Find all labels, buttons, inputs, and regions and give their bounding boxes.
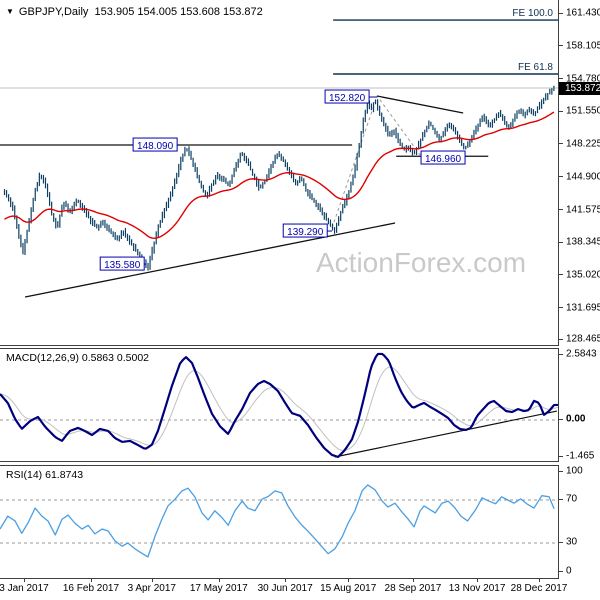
time-axis-label: 17 May 2017 <box>189 583 248 594</box>
axis-tick <box>559 143 563 145</box>
axis-tick <box>559 498 563 500</box>
time-axis-label: 28 Sep 2017 <box>384 583 442 594</box>
time-axis-tick <box>23 579 25 582</box>
axis-label: 138.345 <box>566 236 600 248</box>
time-axis-label: 16 Feb 2017 <box>62 583 120 594</box>
axis-label: 141.575 <box>566 204 600 216</box>
axis-label: 135.020 <box>566 269 600 281</box>
axis-tick <box>559 470 563 472</box>
macd-trendline <box>334 410 558 458</box>
axis-label: -1.465 <box>566 450 595 462</box>
time-axis-tick <box>477 579 479 582</box>
time-axis-label: 3 Jan 2017 <box>0 583 49 594</box>
axis-label: 128.465 <box>566 333 600 345</box>
axis-label: 0 <box>566 565 572 577</box>
level-label: 146.960 <box>425 154 462 165</box>
axis-label: 100 <box>566 465 583 477</box>
axis-tick <box>559 541 563 543</box>
axis-label: 158.105 <box>566 40 600 52</box>
level-label: 135.580 <box>104 260 141 271</box>
time-axis-label: 3 Apr 2017 <box>127 583 176 594</box>
price-axis: 153.872 161.430 158.105 154.780 151.550 148.… <box>559 0 600 600</box>
axis-label: 144.900 <box>566 171 600 183</box>
chart-title: ▼ GBPJPY,Daily 153.905 154.005 153.608 15… <box>6 6 263 18</box>
level-box <box>132 137 178 152</box>
time-axis: 3 Jan 2017 16 Feb 2017 3 Apr 2017 17 May 20… <box>0 579 567 600</box>
level-label: 139.290 <box>287 227 324 238</box>
axis-tick <box>559 241 563 243</box>
fe-label: FE 100.0 <box>512 8 553 19</box>
symbol-dropdown-caret-icon[interactable]: ▼ <box>6 7 14 16</box>
moving-average-line <box>4 111 555 240</box>
macd-canvas[interactable] <box>0 349 558 461</box>
rsi-indicator-panel[interactable] <box>0 465 559 579</box>
axis-tick <box>559 45 563 47</box>
axis-label: 2.5843 <box>566 348 597 360</box>
time-axis-tick <box>348 579 350 582</box>
watermark: ActionForex.com <box>316 247 527 278</box>
current-price-tag: 153.872 <box>559 81 600 95</box>
time-axis-label: 30 Jun 2017 <box>257 583 313 594</box>
axis-label: 161.430 <box>566 7 600 19</box>
time-axis-tick <box>90 579 92 582</box>
macd-label: MACD(12,26,9) 0.5863 0.5002 <box>6 352 150 364</box>
axis-label: 0.00 <box>566 413 586 425</box>
time-axis-tick <box>412 579 414 582</box>
time-axis-label: 28 Dec 2017 <box>510 583 568 594</box>
level-box <box>99 256 145 271</box>
axis-tick <box>559 274 563 276</box>
axis-tick <box>559 353 563 355</box>
time-axis-tick <box>218 579 220 582</box>
axis-tick <box>559 110 563 112</box>
axis-tick <box>559 78 563 80</box>
level-box <box>324 89 370 104</box>
axis-tick <box>559 455 563 457</box>
time-axis-label: 15 Aug 2017 <box>320 583 377 594</box>
level-box <box>420 150 466 165</box>
rsi-label: RSI(14) 61.8743 <box>6 469 84 481</box>
symbol-period-label: GBPJPY,Daily <box>18 6 89 18</box>
axis-label: 131.695 <box>566 302 600 314</box>
axis-tick <box>559 12 563 14</box>
level-box <box>282 223 328 238</box>
time-axis-tick <box>285 579 287 582</box>
macd-main-line <box>0 352 558 459</box>
level-label: 152.820 <box>329 93 366 104</box>
time-axis-tick <box>539 579 541 582</box>
axis-tick <box>559 570 563 572</box>
rsi-line <box>0 484 555 558</box>
level-label: 148.090 <box>137 141 174 152</box>
price-chart-panel[interactable]: FE 100.0 FE 61.8 152.820 148.090 146.960 139.… <box>0 0 559 346</box>
axis-label: 70 <box>566 493 578 505</box>
macd-signal-line <box>0 366 558 451</box>
rsi-canvas[interactable] <box>0 466 558 578</box>
axis-label: 30 <box>566 536 578 548</box>
axis-label: 151.550 <box>566 105 600 117</box>
trendline <box>24 222 396 298</box>
time-axis-label: 13 Nov 2017 <box>448 583 506 594</box>
price-chart-canvas[interactable]: FE 100.0 FE 61.8 152.820 148.090 146.960 139.… <box>0 0 558 345</box>
axis-tick <box>559 338 563 340</box>
axis-tick <box>559 176 563 178</box>
trendline <box>377 95 464 114</box>
ohlc-values: 153.905 154.005 153.608 153.872 <box>94 6 263 18</box>
axis-tick <box>559 307 563 309</box>
fe-label: FE 61.8 <box>518 62 553 73</box>
axis-label: 154.780 <box>566 73 600 85</box>
time-axis-tick <box>151 579 153 582</box>
axis-label: 148.225 <box>566 138 600 150</box>
axis-tick <box>559 418 563 420</box>
axis-tick <box>559 209 563 211</box>
macd-indicator-panel[interactable] <box>0 348 559 462</box>
